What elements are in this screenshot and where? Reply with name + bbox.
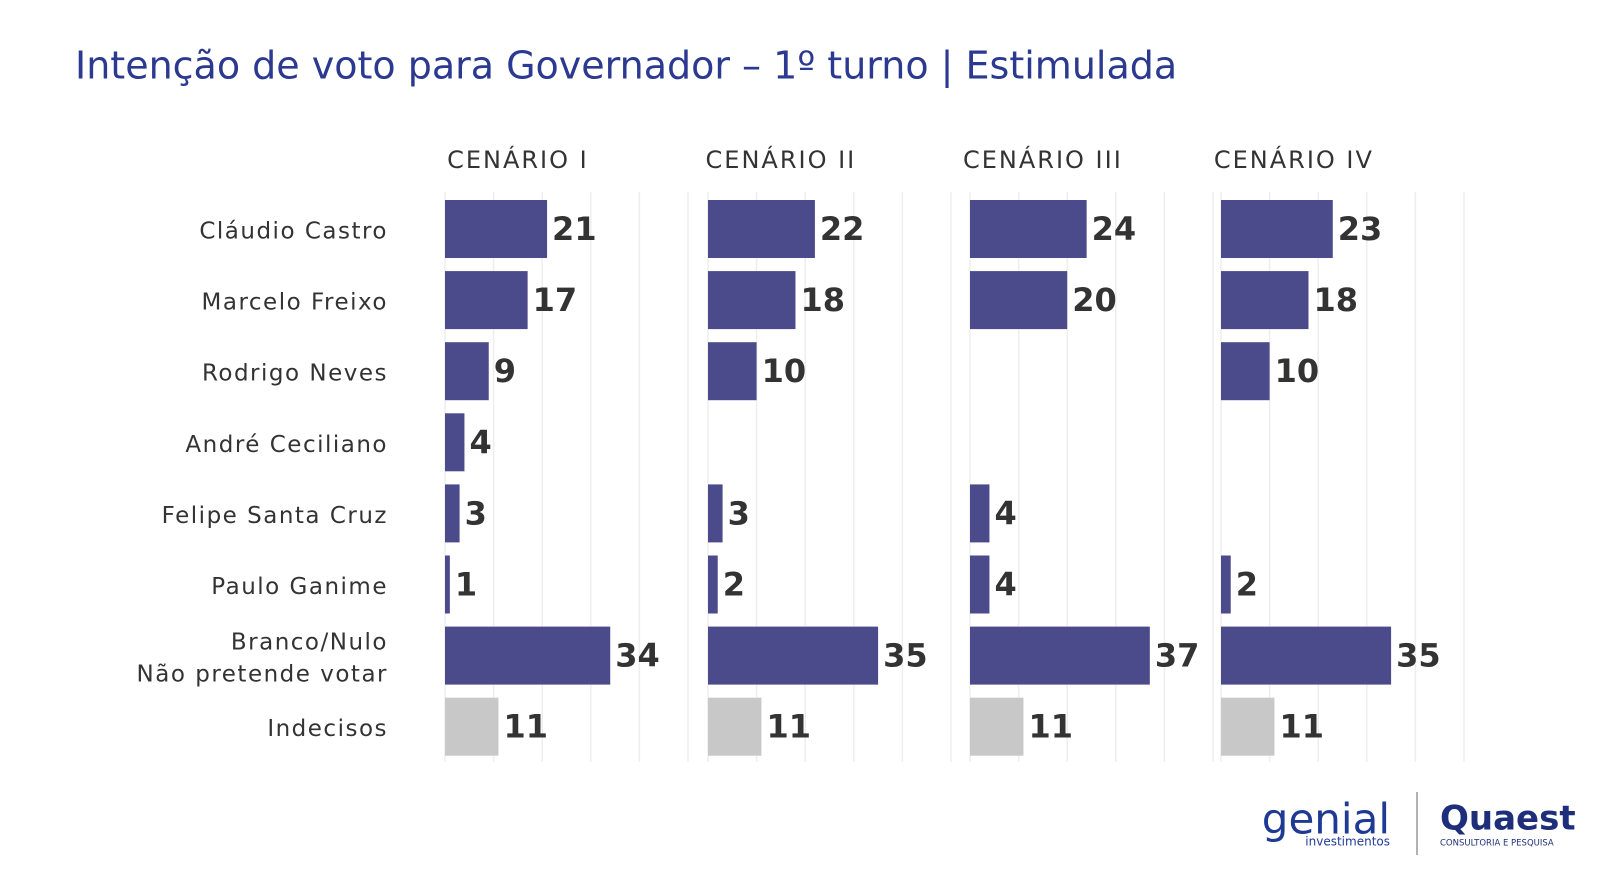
value-label: 23 (1338, 210, 1383, 248)
bar (445, 626, 611, 685)
bar (1221, 342, 1270, 401)
value-label: 4 (469, 423, 491, 461)
bar (970, 555, 990, 614)
bar (1221, 626, 1392, 685)
bar (1221, 200, 1333, 258)
value-label: 17 (533, 281, 578, 319)
bar (445, 342, 489, 401)
value-label: 11 (503, 708, 548, 746)
value-label: 21 (552, 210, 597, 248)
bar (708, 200, 815, 258)
value-label: 11 (1028, 708, 1073, 746)
panel-title: CENÁRIO III (963, 145, 1123, 174)
value-label: 4 (994, 494, 1016, 532)
value-label: 11 (766, 708, 811, 746)
logo-quaest: Quaest (1440, 799, 1576, 839)
bar (708, 342, 757, 401)
bar (970, 484, 990, 543)
value-label: 3 (465, 494, 487, 532)
bar (970, 626, 1150, 685)
value-label: 9 (494, 352, 516, 390)
bar (445, 271, 528, 330)
value-label: 34 (615, 637, 660, 675)
logo-genial-sub: investimentos (1305, 835, 1390, 849)
chart-title: Intenção de voto para Governador – 1º tu… (75, 44, 1177, 89)
value-label: 1 (455, 566, 477, 604)
bar (445, 200, 548, 258)
panel-title: CENÁRIO I (447, 145, 589, 174)
bar (1221, 555, 1231, 614)
bar (970, 200, 1087, 258)
bar (708, 697, 762, 756)
value-label: 18 (1313, 281, 1358, 319)
category-label: Paulo Ganime (211, 574, 388, 600)
panel-title: CENÁRIO IV (1214, 145, 1374, 174)
value-label: 3 (728, 494, 750, 532)
value-label: 20 (1072, 281, 1117, 319)
value-label: 2 (723, 566, 745, 604)
category-label: Cláudio Castro (199, 219, 388, 245)
panel-title: CENÁRIO II (706, 145, 857, 174)
value-label: 2 (1236, 566, 1258, 604)
bar (445, 484, 460, 543)
value-label: 10 (762, 352, 807, 390)
bar (708, 484, 723, 543)
logo-genial: genial (1262, 795, 1390, 844)
bar (970, 697, 1024, 756)
value-label: 22 (820, 210, 865, 248)
value-label: 24 (1092, 210, 1137, 248)
category-label: Marcelo Freixo (202, 290, 388, 316)
category-label: Rodrigo Neves (202, 361, 388, 387)
value-label: 10 (1275, 352, 1320, 390)
value-label: 4 (994, 566, 1016, 604)
bar (1221, 271, 1309, 330)
value-label: 37 (1155, 637, 1200, 675)
value-label: 35 (1396, 637, 1441, 675)
bar (708, 555, 718, 614)
value-label: 35 (883, 637, 928, 675)
category-label: André Ceciliano (185, 432, 388, 458)
category-label: Felipe Santa Cruz (162, 503, 388, 529)
bar (445, 555, 450, 614)
bar (445, 697, 499, 756)
value-label: 11 (1279, 708, 1324, 746)
bar (708, 271, 796, 330)
bar (1221, 697, 1275, 756)
bar (445, 413, 465, 472)
value-label: 18 (800, 281, 845, 319)
logo-quaest-sub: CONSULTORIA E PESQUISA (1440, 839, 1554, 849)
category-label: Branco/Nulo Não pretende votar (137, 629, 388, 687)
bar (708, 626, 879, 685)
bar (970, 271, 1068, 330)
category-label: Indecisos (267, 716, 388, 742)
